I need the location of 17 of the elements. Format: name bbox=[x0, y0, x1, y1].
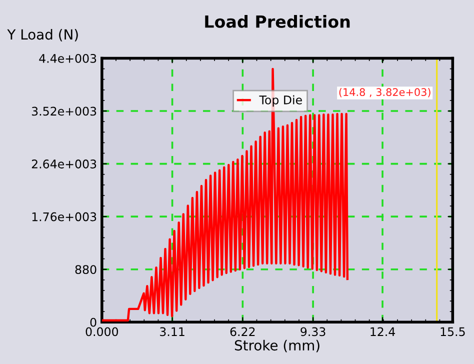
x-axis-title: Stroke (mm) bbox=[234, 340, 320, 352]
annotation: (14.8 , 3.82e+03) bbox=[339, 88, 430, 98]
y-tick-label: 1.76e+003 bbox=[32, 212, 96, 222]
y-tick-label: 2.64e+003 bbox=[32, 160, 96, 168]
y-tick-label: 4.4e+003 bbox=[39, 54, 96, 63]
x-tick-label: 12.4 bbox=[370, 327, 395, 336]
chart-title: Load Prediction bbox=[205, 15, 350, 28]
x-tick-label: 0.000 bbox=[86, 327, 118, 336]
y-tick-label: 3.52e+003 bbox=[32, 106, 96, 116]
x-tick-label: 6.22 bbox=[230, 327, 255, 336]
x-tick-label: 15.5 bbox=[440, 327, 465, 336]
y-tick-label: 0 bbox=[90, 318, 96, 327]
x-tick-label: 9.33 bbox=[300, 327, 326, 336]
y-tick-label: 880 bbox=[75, 265, 96, 274]
y-axis-title: Y Load (N) bbox=[7, 28, 78, 42]
x-tick-label: 3.11 bbox=[160, 327, 184, 336]
legend-label: Top Die bbox=[259, 95, 302, 107]
